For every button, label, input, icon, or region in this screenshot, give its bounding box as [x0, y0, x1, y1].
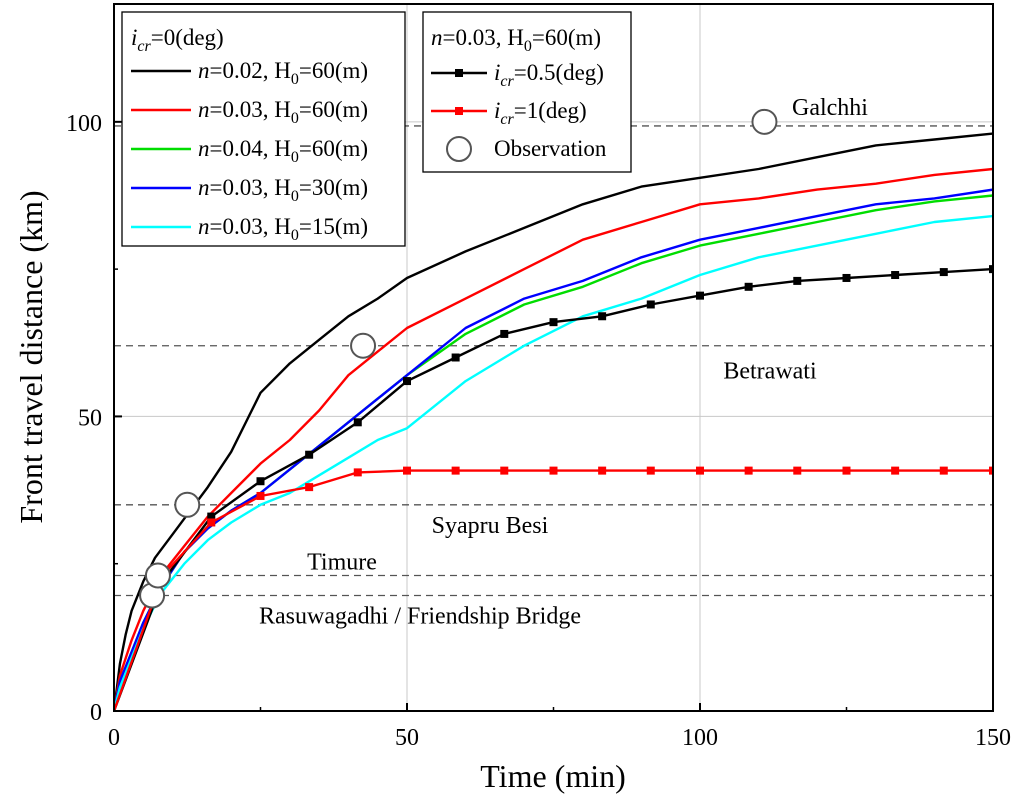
series-line — [114, 167, 993, 711]
x-tick-label: 50 — [395, 725, 419, 751]
series-marker — [207, 512, 216, 521]
observation-point — [174, 491, 201, 518]
site-label: Syapru Besi — [432, 513, 549, 539]
site-label: Galchhi — [792, 95, 868, 121]
series-marker — [891, 466, 900, 475]
series-marker — [989, 265, 993, 274]
legend-header-initial: icr=0(deg) — [131, 25, 224, 55]
series-marker — [744, 466, 753, 475]
legend-label: n=0.04, H0=60(m) — [198, 136, 368, 166]
series-line — [114, 188, 993, 711]
series-marker — [549, 466, 558, 475]
observation-point — [144, 562, 171, 589]
observation-layer — [139, 108, 778, 609]
series-marker — [353, 468, 362, 477]
series-marker — [451, 353, 460, 362]
series-marker — [403, 466, 411, 475]
series-marker — [842, 273, 851, 282]
legend-label: n=0.02, H0=60(m) — [198, 58, 368, 88]
series-line — [114, 469, 993, 711]
legend-label: n=0.03, H0=60(m) — [198, 97, 368, 127]
legend-layer: icr=0(deg)n=0.02, H0=60(m) n=0.03, H0=60(… — [121, 11, 632, 247]
series-marker — [500, 466, 509, 475]
series-marker — [842, 466, 851, 475]
series-marker — [939, 268, 948, 277]
x-tick-label: 0 — [108, 725, 120, 751]
legend-box-initial — [121, 11, 406, 247]
series-marker — [598, 466, 607, 475]
series-marker — [891, 271, 900, 280]
observation-point — [751, 108, 778, 135]
series-line — [114, 194, 993, 711]
series-marker — [793, 276, 802, 285]
series-marker — [549, 318, 558, 327]
reference-lines: Galchhi Betrawati Syapru Besi Timure Rasuwag… — [114, 95, 993, 630]
legend-marker — [455, 69, 463, 77]
series-marker — [646, 300, 655, 309]
legend-label: n=0.03, H0=15(m) — [198, 214, 368, 244]
legend-label: Observation — [494, 136, 607, 161]
series-marker — [646, 466, 655, 475]
series-marker — [403, 377, 411, 386]
legend-label: icr=0.5(deg) — [494, 60, 604, 90]
site-label: Betrawati — [723, 359, 817, 385]
y-tick-label: 0 — [90, 700, 102, 726]
x-tick-label: 100 — [682, 725, 718, 751]
legend-observation-marker — [446, 136, 472, 162]
y-tick-label: 50 — [78, 405, 102, 431]
legend-marker — [455, 107, 463, 115]
site-label: Rasuwagadhi / Friendship Bridge — [259, 604, 581, 630]
series-marker — [598, 312, 607, 321]
series-marker — [696, 291, 704, 300]
series-marker — [939, 466, 948, 475]
y-axis-title: Front travel distance (km) — [13, 190, 49, 523]
site-label: Timure — [307, 549, 377, 575]
tick-layer: 0 50 100 150 0 50 100 — [66, 111, 1011, 751]
series-marker — [256, 491, 265, 500]
legend-header-threshold: n=0.03, H0=60(m) — [431, 25, 601, 55]
y-tick-label: 100 — [66, 111, 102, 137]
series-line — [114, 267, 993, 711]
legend-label: icr=1(deg) — [494, 98, 587, 128]
series-marker — [207, 518, 216, 527]
x-tick-label: 150 — [975, 725, 1011, 751]
series-marker — [305, 450, 314, 459]
series-marker — [793, 466, 802, 475]
x-axis-title: Time (min) — [480, 758, 626, 794]
series-marker — [451, 466, 460, 475]
series-marker — [696, 466, 704, 475]
legend-label: n=0.03, H0=30(m) — [198, 175, 368, 205]
series-marker — [353, 418, 362, 427]
series-marker — [744, 282, 753, 291]
series-marker — [256, 477, 265, 486]
series-marker — [500, 329, 509, 338]
series-marker — [989, 466, 993, 475]
series-marker — [305, 483, 314, 492]
observation-point — [350, 332, 377, 359]
